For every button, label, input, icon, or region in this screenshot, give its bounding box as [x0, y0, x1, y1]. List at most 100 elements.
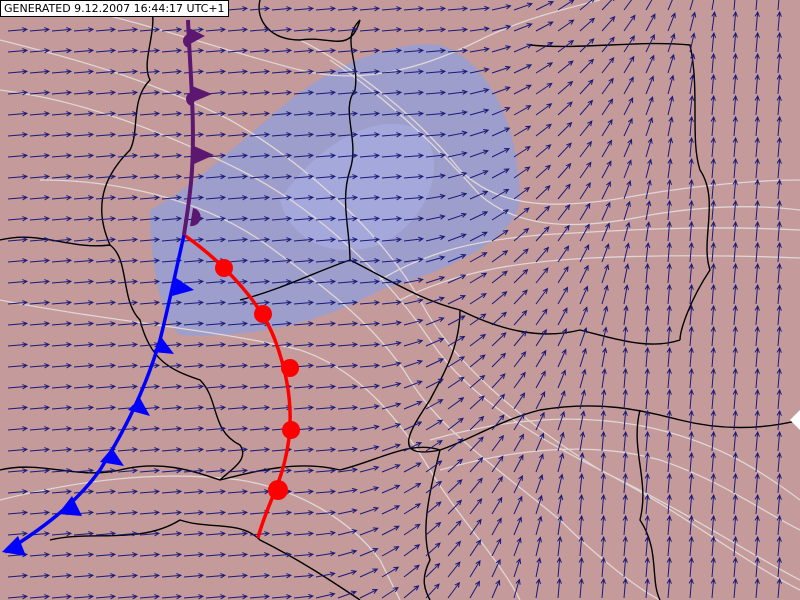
wind-arrow: [249, 342, 271, 348]
wind-arrow: [491, 352, 507, 368]
wind-arrow: [249, 48, 271, 54]
wind-arrow: [95, 69, 117, 75]
wind-arrow: [688, 577, 694, 599]
wind-arrow: [447, 561, 461, 578]
wind-arrow: [666, 430, 672, 452]
wind-arrow: [403, 421, 423, 431]
wind-arrow: [711, 11, 717, 32]
wind-arrow: [227, 48, 249, 54]
wind-arrow: [403, 277, 424, 284]
wind-arrow: [535, 103, 553, 116]
wind-arrow: [315, 300, 337, 306]
wind-arrow: [381, 216, 403, 222]
wind-arrow: [622, 514, 628, 536]
wind-arrow: [139, 48, 161, 54]
wind-arrow: [600, 451, 606, 473]
wind-arrow: [7, 531, 29, 537]
wind-arrow: [7, 90, 29, 96]
wind-arrow: [732, 577, 738, 599]
wind-arrow: [557, 327, 567, 347]
wind-arrow: [337, 132, 359, 138]
wind-arrow: [29, 237, 51, 243]
wind-arrow: [469, 374, 486, 389]
wind-arrow: [732, 220, 738, 242]
wind-arrow: [205, 552, 227, 558]
wind-arrow: [7, 426, 29, 432]
wind-arrow: [557, 60, 574, 74]
wind-arrow: [710, 556, 716, 578]
wind-arrow: [578, 535, 584, 557]
wind-arrow: [710, 430, 716, 452]
wind-arrow: [205, 111, 227, 117]
wind-arrow: [205, 300, 227, 306]
wind-arrow: [29, 174, 51, 180]
wind-arrow: [579, 38, 595, 53]
wind-arrow: [95, 258, 117, 264]
wind-arrow: [227, 426, 249, 432]
wind-arrow: [601, 368, 607, 389]
wind-arrow: [491, 538, 502, 557]
wind-arrow: [754, 514, 760, 536]
wind-arrow: [51, 27, 73, 33]
wind-arrow: [381, 111, 403, 117]
wind-arrow: [359, 445, 380, 452]
wind-arrow: [117, 90, 139, 96]
wind-arrow: [622, 472, 628, 494]
wind-arrow: [227, 447, 249, 453]
wind-arrow: [666, 514, 672, 536]
wind-arrow: [777, 0, 780, 11]
wind-arrow: [666, 325, 672, 347]
wind-arrow: [776, 199, 782, 221]
wind-arrow: [315, 405, 337, 411]
wind-arrow: [293, 468, 315, 474]
wind-arrow: [623, 305, 629, 326]
wind-arrow: [535, 349, 547, 368]
wind-arrow: [403, 69, 425, 75]
wind-arrow: [51, 405, 73, 411]
wind-arrow: [667, 158, 673, 179]
wind-arrow: [139, 195, 161, 201]
wind-arrow: [337, 27, 359, 33]
wind-arrow: [381, 505, 401, 515]
wind-arrow: [710, 451, 716, 473]
wind-arrow: [183, 573, 205, 579]
wind-arrow: [337, 363, 359, 369]
wind-arrow: [644, 535, 650, 557]
wind-arrow: [271, 342, 293, 348]
wind-arrow: [205, 384, 227, 390]
wind-arrow: [754, 304, 760, 326]
wind-arrow: [183, 321, 205, 327]
wind-arrow: [205, 489, 227, 495]
wind-arrow: [139, 426, 161, 432]
wind-arrow: [579, 347, 587, 368]
wind-arrow: [51, 552, 73, 558]
wind-arrow: [95, 384, 117, 390]
wind-arrow: [249, 279, 271, 285]
wind-arrow: [205, 363, 227, 369]
wind-arrow: [557, 19, 575, 32]
wind-arrow: [469, 498, 483, 515]
wind-arrow: [139, 531, 161, 537]
wind-arrow: [403, 27, 425, 33]
wind-arrow: [557, 265, 569, 284]
wind-arrow: [381, 237, 403, 243]
wind-arrow: [337, 590, 357, 599]
wind-arrow: [710, 493, 716, 515]
wind-arrow: [579, 389, 586, 410]
wind-arrow: [513, 412, 525, 431]
wind-arrow: [601, 36, 615, 53]
wind-arrow: [710, 94, 716, 116]
wind-arrow: [513, 105, 532, 116]
wind-arrow: [689, 94, 695, 116]
wind-arrow: [732, 94, 738, 116]
wind-arrow: [644, 472, 650, 494]
wind-arrow: [249, 153, 271, 159]
wind-arrow: [161, 594, 183, 600]
wind-arrow: [293, 300, 315, 306]
wind-arrow: [732, 262, 738, 284]
wind-arrow: [381, 90, 403, 96]
wind-arrow: [403, 132, 425, 138]
wind-arrow: [513, 578, 521, 599]
wind-arrow: [293, 69, 315, 75]
wind-arrow: [557, 515, 563, 536]
